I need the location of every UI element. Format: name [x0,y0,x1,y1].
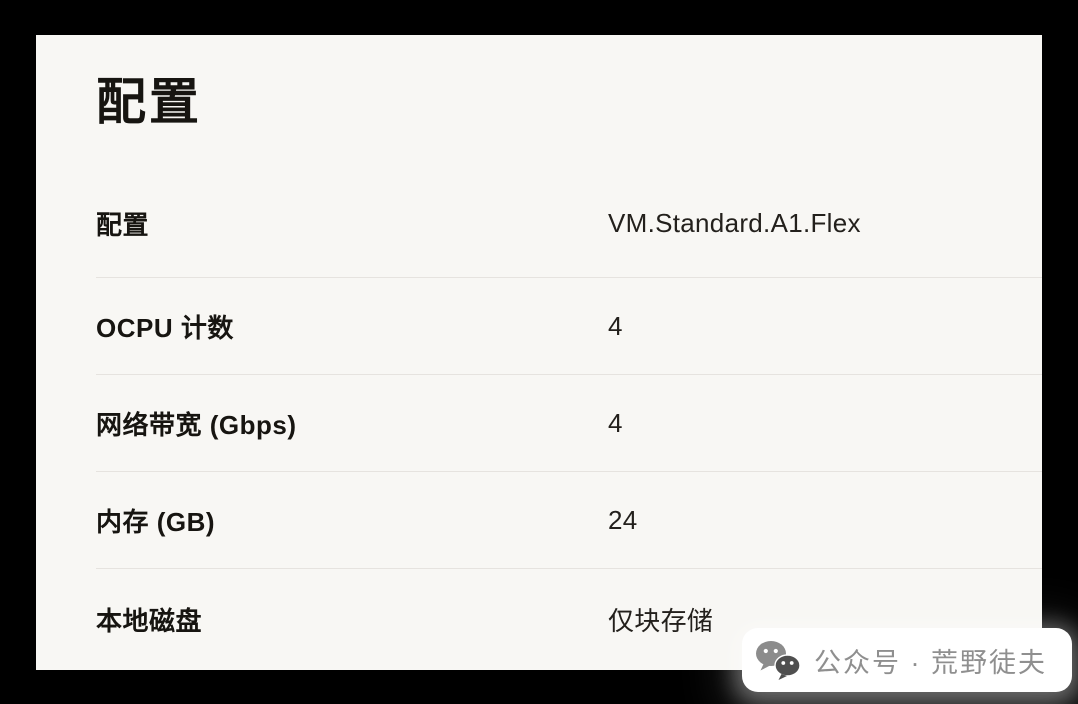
row-label-ocpu-count: OCPU 计数 [96,312,234,343]
row-label-local-disk: 本地磁盘 [96,605,203,636]
row-value-memory: 24 [608,504,638,535]
row-value-shape: VM.Standard.A1.Flex [608,207,861,238]
watermark-badge: 公众号 · 荒野徒夫 [742,628,1072,692]
row-value-network-bandwidth: 4 [608,407,623,438]
table-row: 内存 (GB) 24 [96,472,1042,569]
panel-title: 配置 [96,74,202,130]
row-value-ocpu-count: 4 [608,310,623,341]
row-label-shape: 配置 [96,209,150,240]
row-label-network-bandwidth: 网络带宽 (Gbps) [96,409,297,440]
table-row: OCPU 计数 4 [96,278,1042,375]
table-row: 网络带宽 (Gbps) 4 [96,375,1042,472]
table-row: 本地磁盘 仅块存储 [96,569,1042,669]
watermark-text: 公众号 · 荒野徒夫 [814,647,1047,678]
config-table: 配置 VM.Standard.A1.Flex OCPU 计数 4 网络带宽 (G… [96,169,1042,669]
wechat-icon [756,641,801,680]
shape-config-panel: 配置 配置 VM.Standard.A1.Flex OCPU 计数 4 网络带宽… [36,35,1042,670]
row-value-local-disk: 仅块存储 [608,605,714,636]
table-row: 配置 VM.Standard.A1.Flex [96,169,1042,278]
row-label-memory: 内存 (GB) [96,506,216,537]
